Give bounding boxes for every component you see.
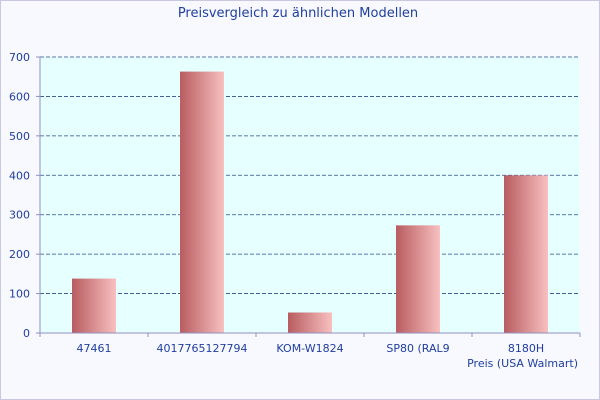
y-tick-label: 400 xyxy=(9,169,30,182)
x-tick-label: SP80 (RAL9 xyxy=(386,342,449,355)
y-tick-label: 700 xyxy=(9,51,30,64)
axes xyxy=(39,57,580,334)
grid-lines xyxy=(40,56,580,294)
x-axis-ticks: 47461 4017765127794 KOM-W1824 SP80 (RAL9 818… xyxy=(39,333,581,355)
x-tick-label: 8180H xyxy=(508,342,544,355)
y-tick-label: 100 xyxy=(9,288,30,301)
legend-series-name: Preis (USA Walmart) xyxy=(467,357,578,370)
y-tick-label: 0 xyxy=(23,327,30,340)
bar-3 xyxy=(288,312,332,333)
chart-title: Preisvergleich zu ähnlichen Modellen xyxy=(178,6,418,21)
plot-area xyxy=(40,57,580,333)
y-tick-label: 600 xyxy=(9,90,30,103)
y-tick-label: 200 xyxy=(9,248,30,261)
y-tick-label: 500 xyxy=(9,130,30,143)
y-tick-label: 300 xyxy=(9,209,30,222)
bar-5 xyxy=(504,175,548,333)
bar-1 xyxy=(72,278,116,333)
bar-4 xyxy=(396,225,440,333)
bars xyxy=(72,71,548,334)
x-tick-label: KOM-W1824 xyxy=(276,342,343,355)
bar-2 xyxy=(180,71,224,334)
y-axis-ticks: 0 100 200 300 400 500 600 700 xyxy=(9,51,40,340)
x-tick-label: 4017765127794 xyxy=(157,342,248,355)
x-tick-label: 47461 xyxy=(77,342,112,355)
